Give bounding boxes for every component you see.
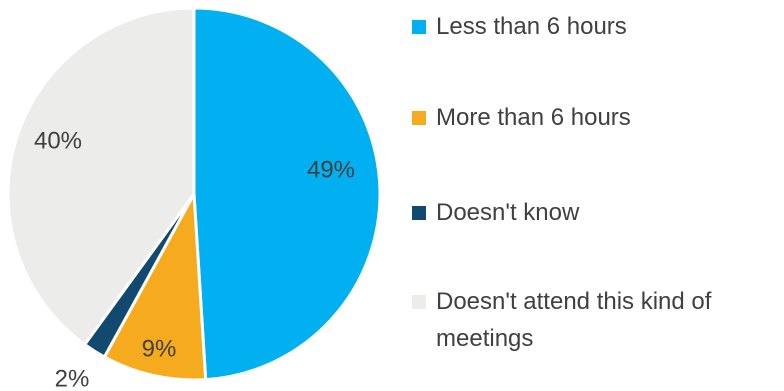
pie-slice-more-than-6-hours xyxy=(102,192,208,382)
legend-swatch-less-than-6-hours xyxy=(412,20,426,34)
pie-slice-doesnt-attend xyxy=(6,6,196,346)
data-label-doesnt-know: 2% xyxy=(55,365,90,391)
pie-plot-area: 49% 9% 2% 40% xyxy=(6,6,382,391)
data-label-less-than-6-hours: 49% xyxy=(307,156,355,183)
legend-label-more-than-6-hours: More than 6 hours xyxy=(436,104,631,131)
legend-label-doesnt-know: Doesn't know xyxy=(436,199,580,226)
legend-item-more-than-6-hours: More than 6 hours xyxy=(412,99,776,136)
legend-label-doesnt-attend: Doesn't attend this kind of meetings xyxy=(436,288,712,352)
legend-item-doesnt-attend: Doesn't attend this kind of meetings xyxy=(412,283,776,357)
pie-slice-less-than-6-hours xyxy=(192,6,382,382)
legend-swatch-doesnt-attend xyxy=(412,295,426,309)
data-label-doesnt-attend: 40% xyxy=(34,127,82,154)
legend-item-doesnt-know: Doesn't know xyxy=(412,194,776,231)
legend-swatch-doesnt-know xyxy=(412,206,426,220)
legend-item-less-than-6-hours: Less than 6 hours xyxy=(412,8,776,45)
data-label-more-than-6-hours: 9% xyxy=(142,335,177,362)
legend-swatch-more-than-6-hours xyxy=(412,111,426,125)
legend-label-less-than-6-hours: Less than 6 hours xyxy=(436,13,627,40)
